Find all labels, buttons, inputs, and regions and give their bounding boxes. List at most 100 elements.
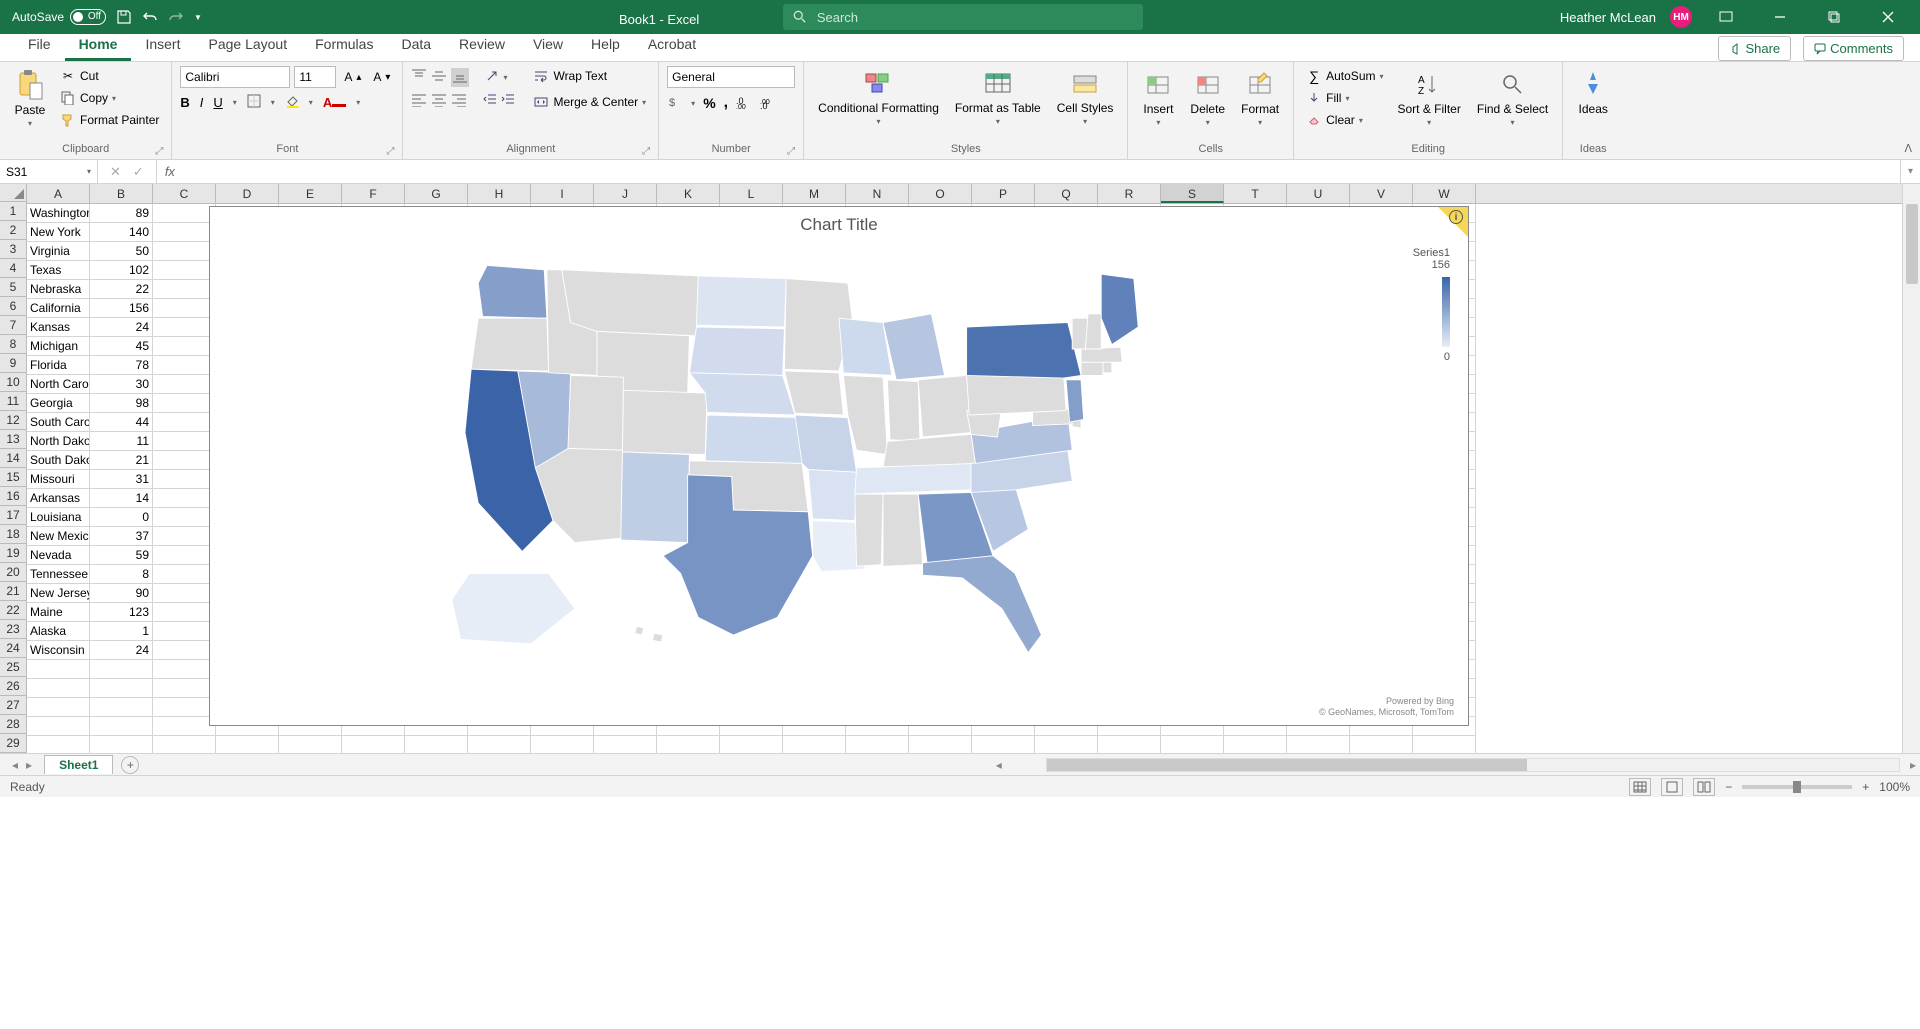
cell[interactable]: 90 [90, 584, 153, 603]
font-name-input[interactable] [180, 66, 290, 88]
row-header[interactable]: 22 [0, 601, 26, 620]
cell[interactable] [153, 375, 216, 394]
cell[interactable]: Louisiana [27, 508, 90, 527]
cell[interactable]: Missouri [27, 470, 90, 489]
cell[interactable]: Nevada [27, 546, 90, 565]
chart-info-icon[interactable]: i [1449, 210, 1463, 224]
column-header[interactable]: J [594, 184, 657, 203]
cell[interactable]: 45 [90, 337, 153, 356]
fill-button[interactable]: Fill ▾ [1302, 88, 1387, 108]
font-color-button[interactable]: A [323, 95, 346, 110]
row-header[interactable]: 14 [0, 449, 26, 468]
column-header[interactable]: E [279, 184, 342, 203]
row-header[interactable]: 12 [0, 411, 26, 430]
row-header[interactable]: 18 [0, 525, 26, 544]
cell[interactable] [153, 489, 216, 508]
cell[interactable] [153, 546, 216, 565]
cell[interactable]: Georgia [27, 394, 90, 413]
ribbon-tab-data[interactable]: Data [387, 30, 445, 61]
row-header[interactable]: 16 [0, 487, 26, 506]
cell[interactable]: North Carolina [27, 375, 90, 394]
user-avatar[interactable]: HM [1670, 6, 1692, 28]
cell[interactable] [468, 736, 531, 753]
add-sheet-button[interactable]: + [121, 756, 139, 774]
comments-button[interactable]: Comments [1803, 36, 1904, 61]
column-header[interactable]: C [153, 184, 216, 203]
sheet-scroll-left-icon[interactable]: ◂ [992, 758, 1006, 772]
cell[interactable] [27, 679, 90, 698]
cell[interactable]: 1 [90, 622, 153, 641]
cell[interactable]: Texas [27, 261, 90, 280]
cell[interactable] [216, 736, 279, 753]
merge-center-button[interactable]: Merge & Center ▾ [529, 92, 650, 112]
cell[interactable] [153, 527, 216, 546]
fx-icon[interactable]: fx [157, 164, 183, 179]
italic-button[interactable]: I [200, 95, 204, 110]
cell[interactable]: 24 [90, 318, 153, 337]
cell[interactable]: 24 [90, 641, 153, 660]
row-header[interactable]: 23 [0, 620, 26, 639]
row-header[interactable]: 6 [0, 297, 26, 316]
clear-button[interactable]: Clear ▾ [1302, 110, 1387, 130]
row-header[interactable]: 5 [0, 278, 26, 297]
map-chart[interactable]: i Chart Title Series1 156 0 Powered by B… [209, 206, 1469, 726]
percent-format-button[interactable]: % [703, 95, 715, 111]
font-launcher-icon[interactable]: ⤢ [386, 146, 394, 157]
ribbon-tab-page-layout[interactable]: Page Layout [194, 30, 301, 61]
column-header[interactable]: R [1098, 184, 1161, 203]
cell[interactable] [1161, 736, 1224, 753]
cell[interactable]: 140 [90, 223, 153, 242]
decrease-indent-button[interactable] [483, 93, 497, 110]
expand-formula-bar-icon[interactable]: ▾ [1900, 160, 1920, 183]
cell[interactable]: 44 [90, 413, 153, 432]
column-header[interactable]: M [783, 184, 846, 203]
name-box[interactable]: S31▾ [0, 160, 98, 183]
cell[interactable] [1287, 736, 1350, 753]
formula-input[interactable] [183, 160, 1900, 183]
row-header[interactable]: 8 [0, 335, 26, 354]
cell[interactable] [909, 736, 972, 753]
user-name[interactable]: Heather McLean [1560, 10, 1656, 25]
ribbon-tab-home[interactable]: Home [65, 30, 132, 61]
cell[interactable] [279, 736, 342, 753]
close-icon[interactable] [1868, 0, 1908, 34]
fill-color-button[interactable] [285, 94, 299, 111]
column-header[interactable]: F [342, 184, 405, 203]
cell[interactable]: California [27, 299, 90, 318]
cell[interactable]: 21 [90, 451, 153, 470]
column-header[interactable]: Q [1035, 184, 1098, 203]
cell[interactable]: 30 [90, 375, 153, 394]
cell[interactable] [657, 736, 720, 753]
row-header[interactable]: 1 [0, 202, 26, 221]
column-header[interactable]: W [1413, 184, 1476, 203]
row-header[interactable]: 15 [0, 468, 26, 487]
cell[interactable] [153, 356, 216, 375]
chart-title[interactable]: Chart Title [210, 207, 1468, 239]
number-format-select[interactable] [667, 66, 795, 88]
cell[interactable]: 98 [90, 394, 153, 413]
ribbon-tab-help[interactable]: Help [577, 30, 634, 61]
horizontal-scrollbar[interactable] [1046, 758, 1900, 772]
ribbon-display-icon[interactable] [1706, 0, 1746, 34]
cell[interactable] [153, 717, 216, 736]
cell[interactable] [153, 641, 216, 660]
clipboard-launcher-icon[interactable]: ⤢ [155, 146, 163, 157]
zoom-in-button[interactable]: + [1862, 780, 1869, 794]
zoom-out-button[interactable]: − [1725, 780, 1732, 794]
ribbon-tab-view[interactable]: View [519, 30, 577, 61]
cell[interactable]: Tennessee [27, 565, 90, 584]
row-header[interactable]: 9 [0, 354, 26, 373]
cell[interactable]: 22 [90, 280, 153, 299]
vertical-scrollbar[interactable] [1902, 184, 1920, 753]
format-cells-button[interactable]: Format▾ [1235, 66, 1285, 129]
number-launcher-icon[interactable]: ⤢ [787, 146, 795, 157]
ribbon-tab-formulas[interactable]: Formulas [301, 30, 387, 61]
cell[interactable] [153, 394, 216, 413]
cell[interactable]: 31 [90, 470, 153, 489]
page-layout-view-button[interactable] [1661, 778, 1683, 796]
search-box[interactable]: Search [783, 4, 1143, 30]
cell[interactable]: New Mexico [27, 527, 90, 546]
paste-button[interactable]: Paste ▾ [8, 67, 52, 130]
row-header[interactable]: 24 [0, 639, 26, 658]
cell[interactable]: 102 [90, 261, 153, 280]
